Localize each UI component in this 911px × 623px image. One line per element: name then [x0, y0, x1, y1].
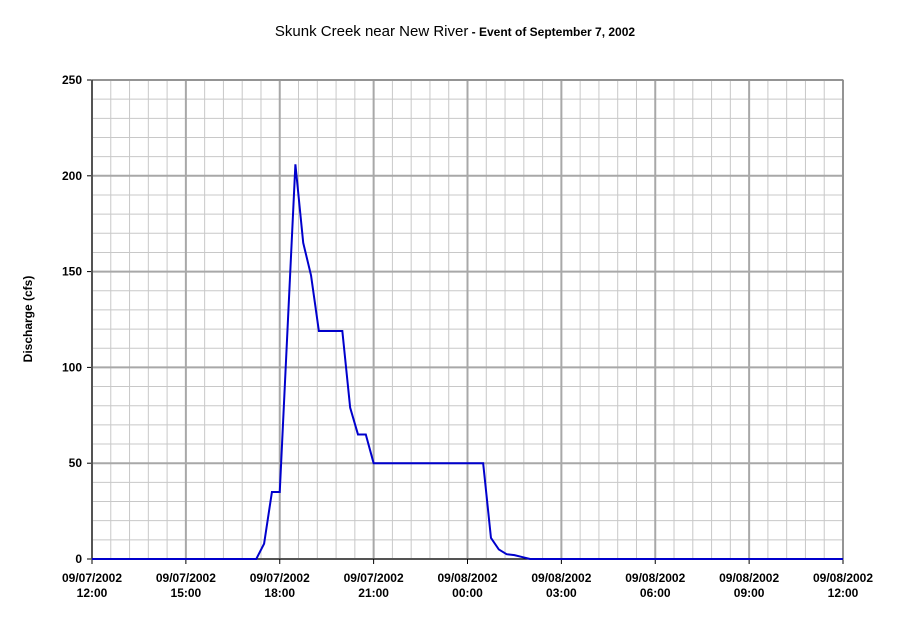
- x-tick-label-line: 12:00: [77, 586, 108, 600]
- y-tick-label: 100: [62, 360, 82, 374]
- x-tick-label-line: 12:00: [828, 586, 859, 600]
- x-tick-label-line: 09/08/2002: [625, 571, 685, 585]
- y-tick-label: 200: [62, 169, 82, 183]
- x-tick-label-line: 00:00: [452, 586, 483, 600]
- x-tick-label: 09/08/2002 06:00: [625, 571, 685, 600]
- x-tick-label: 09/07/2002 21:00: [344, 571, 404, 600]
- x-tick-label-line: 09/08/2002: [719, 571, 779, 585]
- x-tick-label-line: 09/07/2002: [250, 571, 310, 585]
- x-tick-label: 09/07/2002 18:00: [250, 571, 310, 600]
- x-tick-label: 09/08/2002 03:00: [531, 571, 591, 600]
- x-tick-label-line: 09/08/2002: [437, 571, 497, 585]
- x-tick-label: 09/08/2002 00:00: [437, 571, 497, 600]
- y-tick-label: 50: [69, 456, 83, 470]
- x-tick-label: 09/08/2002 09:00: [719, 571, 779, 600]
- x-tick-label-line: 21:00: [358, 586, 389, 600]
- chart-heading: Skunk Creek near New River - Event of Se…: [275, 23, 635, 40]
- x-tick-label-line: 09/07/2002: [62, 571, 122, 585]
- y-axis-label: Discharge (cfs): [21, 276, 35, 363]
- x-tick-label: 09/08/2002 12:00: [813, 571, 873, 600]
- x-tick-label-line: 09:00: [734, 586, 765, 600]
- x-tick-label-line: 09/07/2002: [156, 571, 216, 585]
- x-tick-label-line: 18:00: [264, 586, 295, 600]
- data-line: [92, 164, 843, 560]
- x-tick-label-line: 09/08/2002: [813, 571, 873, 585]
- y-tick-label: 150: [62, 265, 82, 279]
- chart-title: Skunk Creek near New River: [275, 23, 468, 40]
- y-tick-label: 250: [62, 73, 82, 87]
- x-tick-label-line: 09/08/2002: [531, 571, 591, 585]
- x-tick-label: 09/07/2002 12:00: [62, 571, 122, 600]
- y-tick-label: 0: [75, 552, 82, 566]
- x-tick-label: 09/07/2002 15:00: [156, 571, 216, 600]
- x-tick-label-line: 09/07/2002: [344, 571, 404, 585]
- x-tick-label-line: 15:00: [171, 586, 202, 600]
- x-tick-label-line: 03:00: [546, 586, 577, 600]
- x-tick-label-line: 06:00: [640, 586, 671, 600]
- chart-subtitle: - Event of September 7, 2002: [468, 25, 635, 39]
